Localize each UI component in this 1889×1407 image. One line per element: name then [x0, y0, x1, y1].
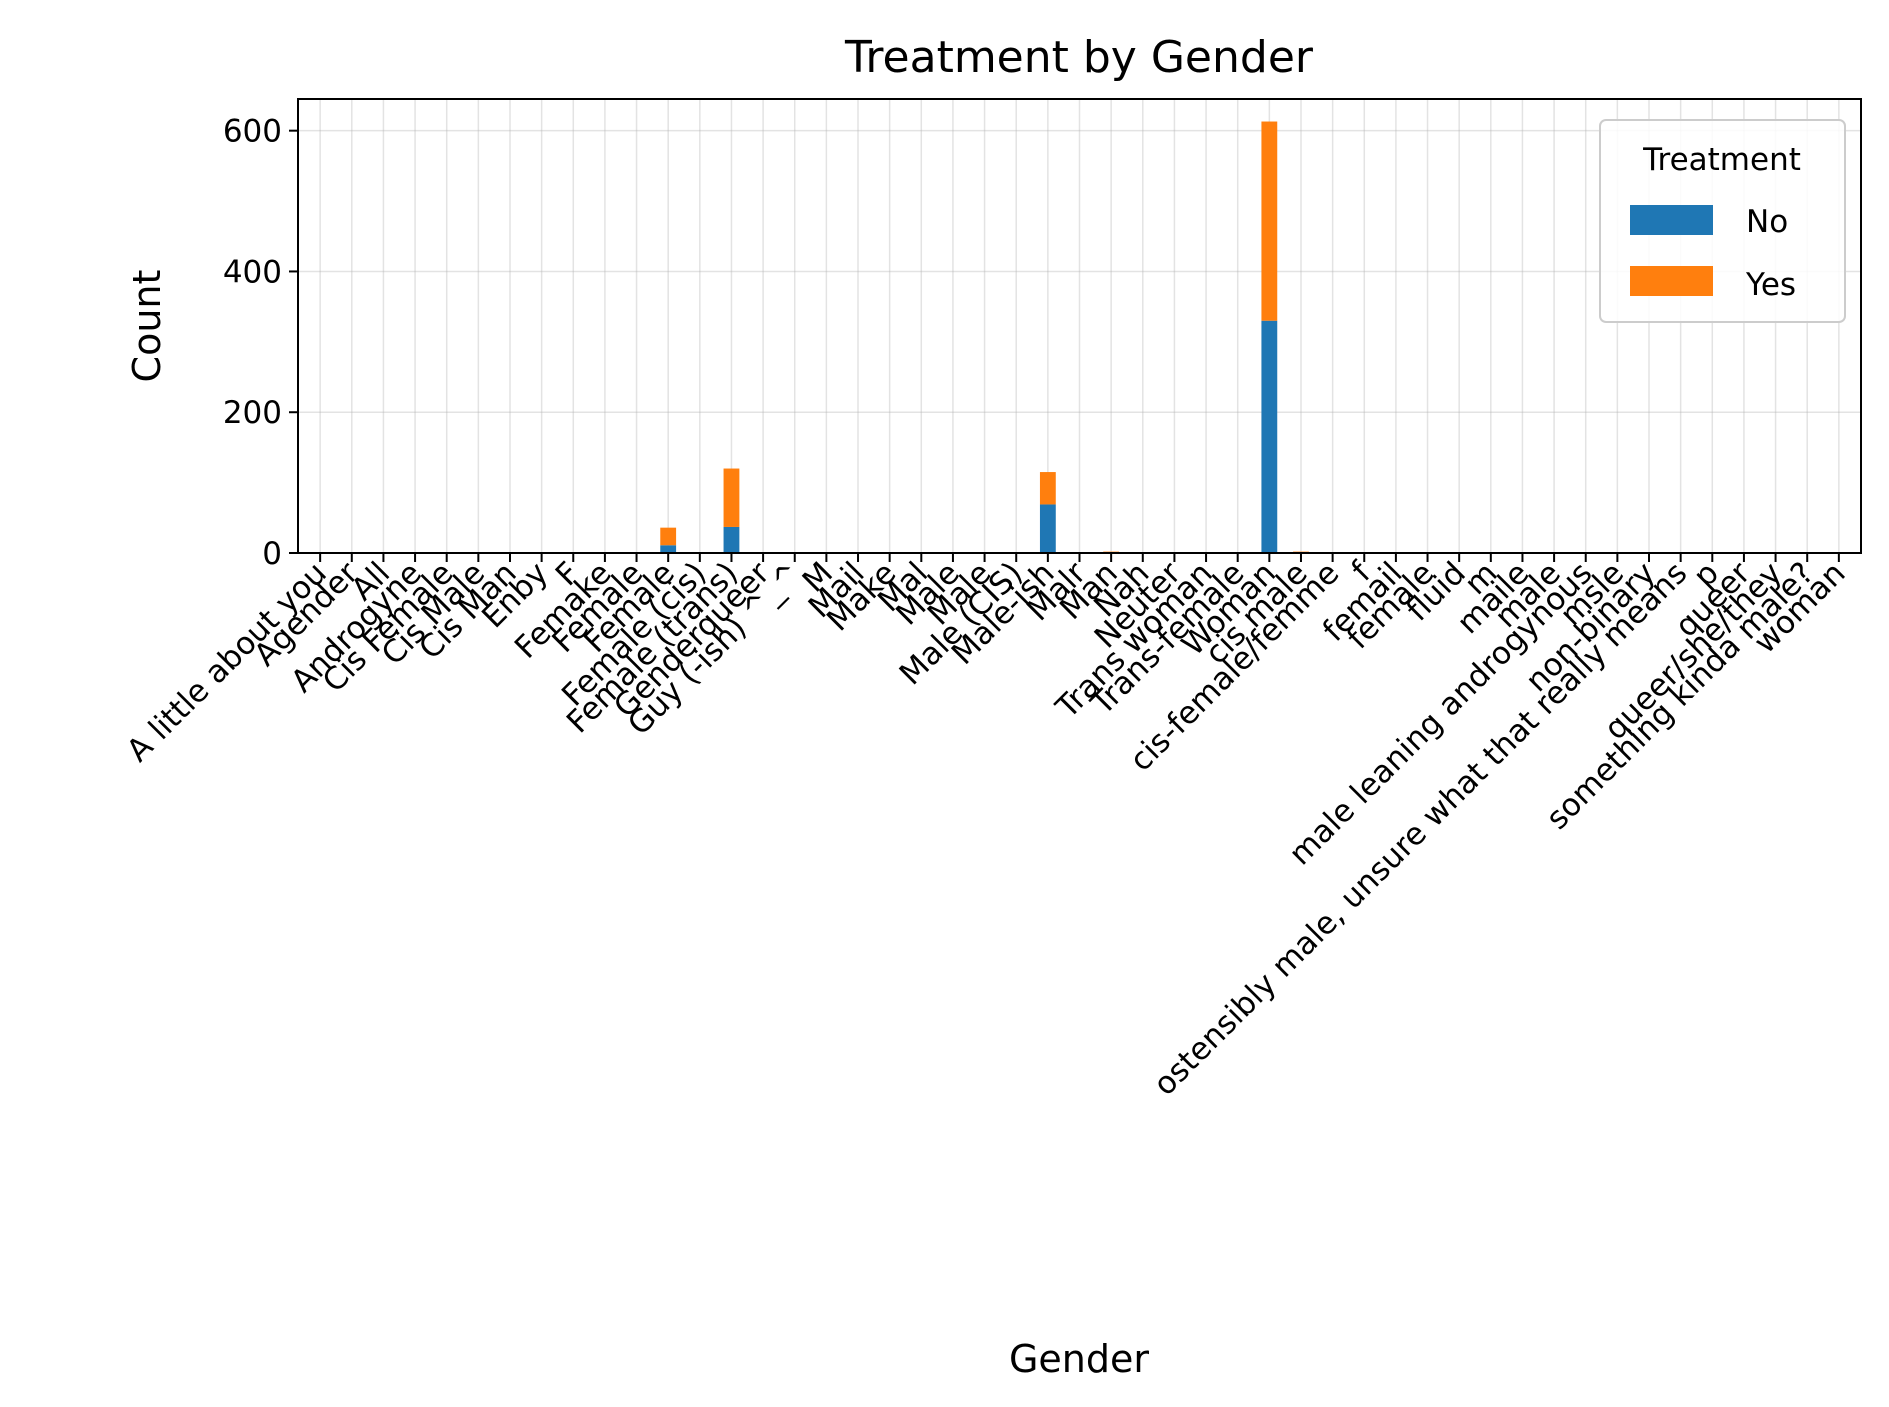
bar-no-male-ish [1039, 504, 1056, 553]
bar-yes-female [660, 527, 677, 546]
bar-no-female-trans [723, 526, 740, 553]
y-tick-label-400: 400 [223, 254, 282, 290]
x-axis-label: Gender [1009, 1337, 1149, 1381]
bar-no-female [660, 545, 677, 553]
legend-label-yes: Yes [1745, 267, 1796, 303]
y-axis-label: Count [125, 270, 169, 383]
y-axis: 0 200 400 600 [223, 114, 298, 572]
bar-yes-female-trans [723, 468, 740, 527]
bar-yes-male-ish [1039, 472, 1056, 505]
legend-swatch-no [1630, 205, 1713, 235]
legend-swatch-yes [1630, 266, 1713, 296]
bar-yes-woman [1261, 121, 1278, 321]
y-tick-label-600: 600 [223, 114, 282, 150]
y-tick-label-200: 200 [223, 395, 282, 431]
legend: Treatment No Yes [1599, 119, 1846, 323]
y-tick-label-0: 0 [262, 536, 282, 572]
bar-no-woman [1261, 320, 1278, 553]
bars [660, 121, 1309, 553]
legend-label-no: No [1746, 204, 1788, 240]
legend-title: Treatment [1642, 142, 1801, 178]
chart-title: Treatment by Gender [844, 32, 1314, 83]
